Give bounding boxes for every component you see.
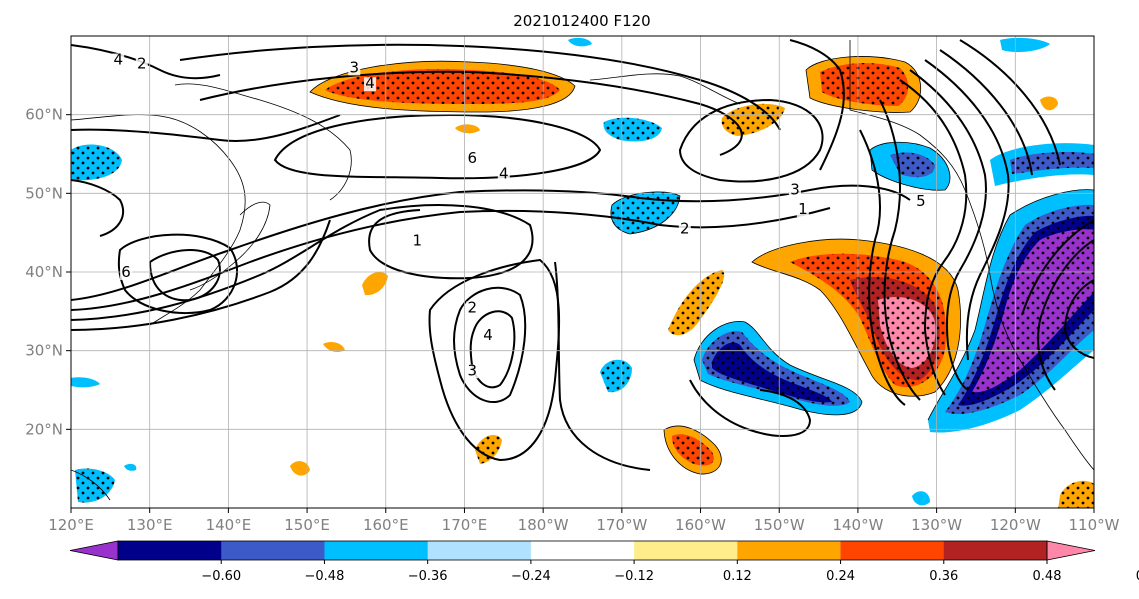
negative-anomaly-region (1000, 37, 1050, 52)
lat-tick-label: 50°N (25, 184, 63, 202)
contour-label: 2 (137, 54, 147, 72)
map-area (71, 36, 1094, 508)
contour-label-bg (497, 167, 510, 182)
colorbar-tick-label: −0.60 (201, 569, 241, 584)
contour-label: 3 (468, 361, 478, 379)
lon-tick-label: 120°E (48, 516, 94, 534)
contour-label-bg (678, 222, 691, 237)
colorbar-frame (117, 540, 1048, 561)
height-contours (71, 39, 1094, 471)
contour-label: 1 (412, 231, 422, 249)
colorbar: −0.60 −0.48 −0.36 −0.24 −0.12 0.12 0.24 0.36 0.4… (69, 540, 1139, 584)
colorbar-swatch (427, 541, 532, 560)
lon-tick-label: 170°E (442, 516, 488, 534)
contour-label-bg (120, 265, 133, 280)
contour-label-bg (466, 301, 479, 316)
lon-tick-label: 130°W (911, 516, 962, 534)
contour-label-bg (466, 364, 479, 379)
colorbar-tick-label: 0.48 (1033, 569, 1062, 584)
colorbar-tick-label: 0.60 (1136, 569, 1139, 584)
contour-label-bg (914, 195, 927, 210)
contour-label-bg (788, 183, 801, 198)
contour-label-bg (482, 328, 495, 343)
colorbar-swatch (324, 541, 429, 560)
contour-label: 6 (121, 263, 131, 281)
contour-label: 2 (680, 220, 690, 238)
lat-tick-label: 40°N (25, 263, 63, 281)
colorbar-tick-label: −0.36 (408, 569, 448, 584)
contour-label-bg (411, 234, 424, 249)
longitude-axis: 120°E 130°E 140°E 150°E 160°E 170°E 180°W 170°W… (48, 508, 1120, 534)
colorbar-swatch (737, 541, 842, 560)
lon-tick-label: 140°W (832, 516, 883, 534)
lon-tick-label: 110°W (1069, 516, 1120, 534)
colorbar-tick-label: −0.12 (614, 569, 654, 584)
contour-label-bg (466, 151, 479, 166)
lon-tick-label: 130°E (127, 516, 173, 534)
contour-label: 4 (499, 165, 509, 183)
contour-label: 2 (468, 298, 478, 316)
lat-tick-label: 60°N (25, 106, 63, 124)
contour-label: 4 (483, 326, 493, 344)
colorbar-tick-label: −0.48 (305, 569, 345, 584)
contour-label: 1 (798, 200, 808, 218)
contour-label-bg (348, 61, 361, 76)
colorbar-swatch (530, 541, 635, 560)
negative-anomaly-region (568, 37, 592, 47)
lon-tick-label: 160°E (363, 516, 409, 534)
lon-tick-label: 180°W (518, 516, 569, 534)
lat-tick-label: 30°N (25, 342, 63, 360)
significance-stippling (71, 63, 1094, 508)
colorbar-extend-low (69, 540, 119, 561)
anomaly-outlines (309, 56, 1094, 475)
negative-anomaly-region (124, 463, 137, 471)
positive-anomaly-region (323, 342, 345, 352)
lon-tick-label: 120°W (990, 516, 1041, 534)
gridlines (71, 36, 1094, 508)
positive-anomaly-region (362, 271, 388, 296)
colorbar-swatch (221, 541, 325, 560)
positive-anomaly-region (290, 461, 310, 476)
contour-label-bg (364, 77, 377, 92)
colorbar-tick-label: −0.24 (511, 569, 551, 584)
negative-anomaly-region (71, 377, 100, 388)
colorbar-extend-high (1046, 540, 1096, 561)
contour-label: 4 (113, 51, 123, 69)
positive-anomaly-region (1040, 96, 1058, 111)
lon-tick-label: 170°W (596, 516, 647, 534)
contour-label: 4 (365, 74, 375, 92)
lon-tick-label: 140°E (206, 516, 252, 534)
contour-label-bg (135, 57, 148, 72)
colorbar-swatch (634, 541, 738, 560)
contour-label-bg (796, 203, 809, 217)
colorbar-swatch (840, 541, 945, 560)
colorbar-tick-label: 0.24 (826, 569, 855, 584)
positive-anomaly-region (455, 124, 480, 134)
negative-anomaly-region (912, 491, 930, 506)
contour-label: 3 (350, 58, 360, 76)
map-title: 2021012400 F120 (513, 12, 650, 30)
colorbar-tick-label: 0.36 (929, 569, 958, 584)
colorbar-tick-label: 0.12 (723, 569, 752, 584)
colorbar-swatch (118, 541, 222, 560)
lon-tick-label: 150°W (754, 516, 805, 534)
colorbar-swatch (943, 541, 1048, 560)
lon-tick-label: 150°E (284, 516, 330, 534)
contour-label: 6 (468, 149, 478, 167)
latitude-axis: 20°N 30°N 40°N 50°N 60°N (25, 106, 71, 438)
lon-tick-label: 160°W (675, 516, 726, 534)
contour-label: 3 (790, 180, 800, 198)
lat-tick-label: 20°N (25, 420, 63, 438)
contour-label-bg (112, 53, 125, 68)
contour-label: 5 (916, 192, 926, 210)
